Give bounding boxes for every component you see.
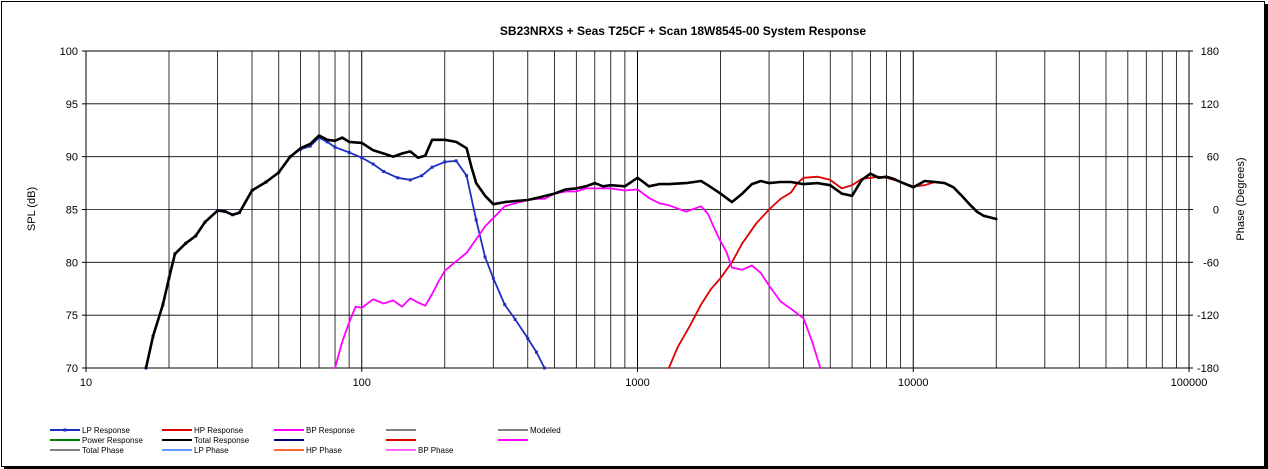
- x-tick-label: 10: [80, 377, 92, 389]
- data-point-lp-response: [396, 176, 400, 180]
- data-point-lp-response: [443, 160, 447, 164]
- x-tick-label: 1000: [625, 377, 649, 389]
- y-tick-label: 95: [66, 99, 78, 111]
- data-point-lp-response: [360, 156, 364, 160]
- data-point-lp-response: [325, 140, 329, 144]
- y2-tick-label: 60: [1207, 152, 1219, 164]
- y-tick-label: 85: [66, 205, 78, 217]
- series-line-bp-response: [334, 187, 822, 369]
- y2-axis-ticks: -180 -120 -60 0 60 120 180: [1189, 46, 1219, 375]
- series-line-total-response: [144, 134, 998, 370]
- data-point-lp-response: [491, 276, 495, 280]
- legend-label: HP Response: [194, 426, 244, 435]
- data-point-lp-response: [420, 174, 424, 178]
- data-point-lp-response: [408, 178, 412, 182]
- data-point-lp-response: [465, 174, 469, 178]
- y2-tick-label: 0: [1213, 205, 1219, 217]
- data-point-lp-response: [454, 159, 458, 163]
- data-point-lp-response: [534, 350, 538, 354]
- y-tick-label: 90: [66, 152, 78, 164]
- y2-axis-title: Phase (Degrees): [1235, 157, 1247, 240]
- y2-tick-label: -180: [1197, 363, 1219, 375]
- legend-label: LP Phase: [194, 446, 229, 455]
- y-axis-ticks: 70 75 80 85 90 95 100: [60, 46, 86, 375]
- y2-tick-label: -120: [1197, 310, 1219, 322]
- legend-label: Modeled: [530, 426, 561, 435]
- legend-label: Total Phase: [82, 446, 124, 455]
- legend-label: HP Phase: [306, 446, 342, 455]
- legend-label: BP Phase: [418, 446, 454, 455]
- x-tick-label: 10000: [898, 377, 929, 389]
- y2-tick-label: -60: [1203, 257, 1219, 269]
- y2-tick-label: 120: [1201, 99, 1219, 111]
- data-point-lp-response: [430, 165, 434, 169]
- data-point-lp-response: [308, 144, 312, 148]
- y-tick-label: 80: [66, 257, 78, 269]
- x-axis-ticks: 10 100 1000 10000 100000: [80, 368, 1207, 389]
- legend-label: Total Response: [194, 436, 250, 445]
- series-line-hp-response: [668, 175, 998, 369]
- chart-title: SB23NRXS + Seas T25CF + Scan 18W8545-00 …: [500, 24, 867, 38]
- data-point-lp-response: [347, 150, 351, 154]
- series-lines: [144, 134, 998, 370]
- data-point-lp-response: [474, 218, 478, 222]
- data-point-lp-response: [483, 255, 487, 259]
- legend-label: BP Response: [306, 426, 355, 435]
- grid-lines: [86, 50, 1189, 369]
- y-tick-label: 100: [60, 46, 78, 58]
- data-point-lp-response: [317, 136, 321, 140]
- x-tick-label: 100: [353, 377, 371, 389]
- legend-label: Power Response: [82, 436, 143, 445]
- data-point-lp-response: [526, 336, 530, 340]
- data-point-lp-response: [543, 366, 547, 370]
- data-point-lp-response: [382, 169, 386, 173]
- data-point-lp-response: [503, 303, 507, 307]
- legend: LP Response HP Response BP Response Modeled…: [50, 426, 561, 455]
- y-tick-label: 70: [66, 363, 78, 375]
- legend-label: LP Response: [82, 426, 130, 435]
- data-point-lp-response: [333, 145, 337, 149]
- y-tick-label: 75: [66, 310, 78, 322]
- data-point-lp-response: [513, 317, 517, 321]
- data-point-lp-response: [371, 162, 375, 166]
- y2-tick-label: 180: [1201, 46, 1219, 58]
- y-axis-title: SPL (dB): [26, 187, 38, 231]
- x-tick-label: 100000: [1171, 377, 1208, 389]
- legend-marker: [63, 428, 67, 432]
